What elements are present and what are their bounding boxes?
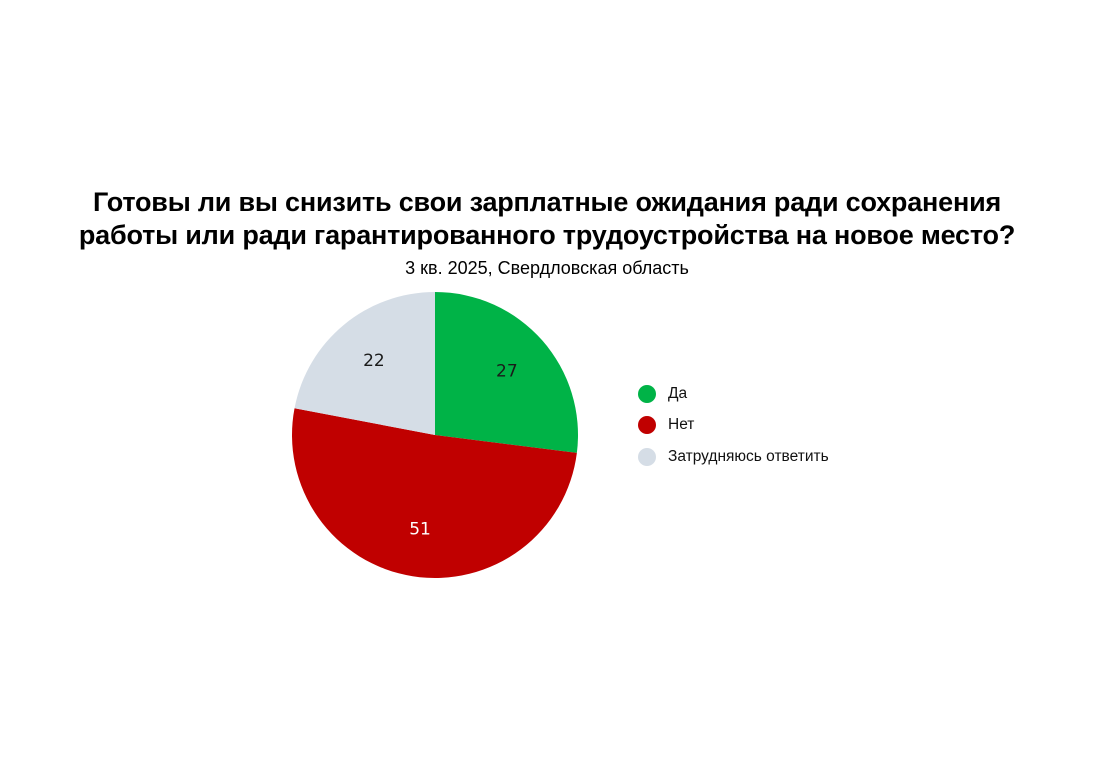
legend-label-no: Нет [668,416,695,434]
legend-item-no: Нет [638,410,829,442]
legend-item-unsure: Затрудняюсь ответить [638,441,829,473]
legend-label-yes: Да [668,384,688,402]
legend-swatch-yes [638,384,656,403]
pie-value-label-no: 51 [409,520,431,540]
pie-slice-no [291,408,577,579]
legend-item-yes: Да [638,378,829,410]
pie-slice-yes [435,292,578,453]
pie-slice-unsure [294,292,435,435]
chart-title: Готовы ли вы снизить свои зарплатные ожи… [0,186,1094,252]
legend-label-unsure: Затрудняюсь ответить [668,447,829,465]
chart-legend: Да Нет Затрудняюсь ответить [638,378,829,473]
pie-value-label-unsure: 22 [363,351,385,371]
chart-title-line-1: Готовы ли вы снизить свои зарплатные ожи… [92,187,1002,217]
legend-swatch-no [638,416,656,435]
chart-title-line-2: работы или ради гарантированного трудоус… [78,220,1016,250]
pie-value-label-yes: 27 [496,362,518,382]
legend-swatch-unsure [638,447,656,466]
chart-subtitle: 3 кв. 2025, Свердловская область [405,258,689,278]
